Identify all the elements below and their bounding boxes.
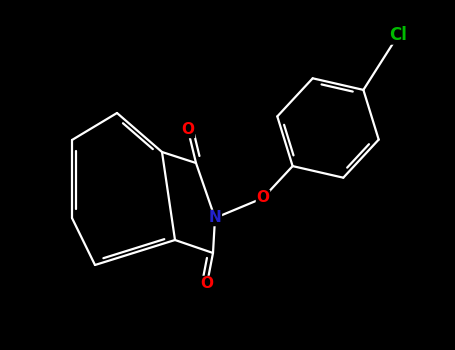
Text: O: O <box>201 276 213 292</box>
Text: N: N <box>209 210 222 225</box>
Text: Cl: Cl <box>389 26 407 44</box>
Text: O: O <box>182 122 194 138</box>
Text: O: O <box>257 190 269 205</box>
